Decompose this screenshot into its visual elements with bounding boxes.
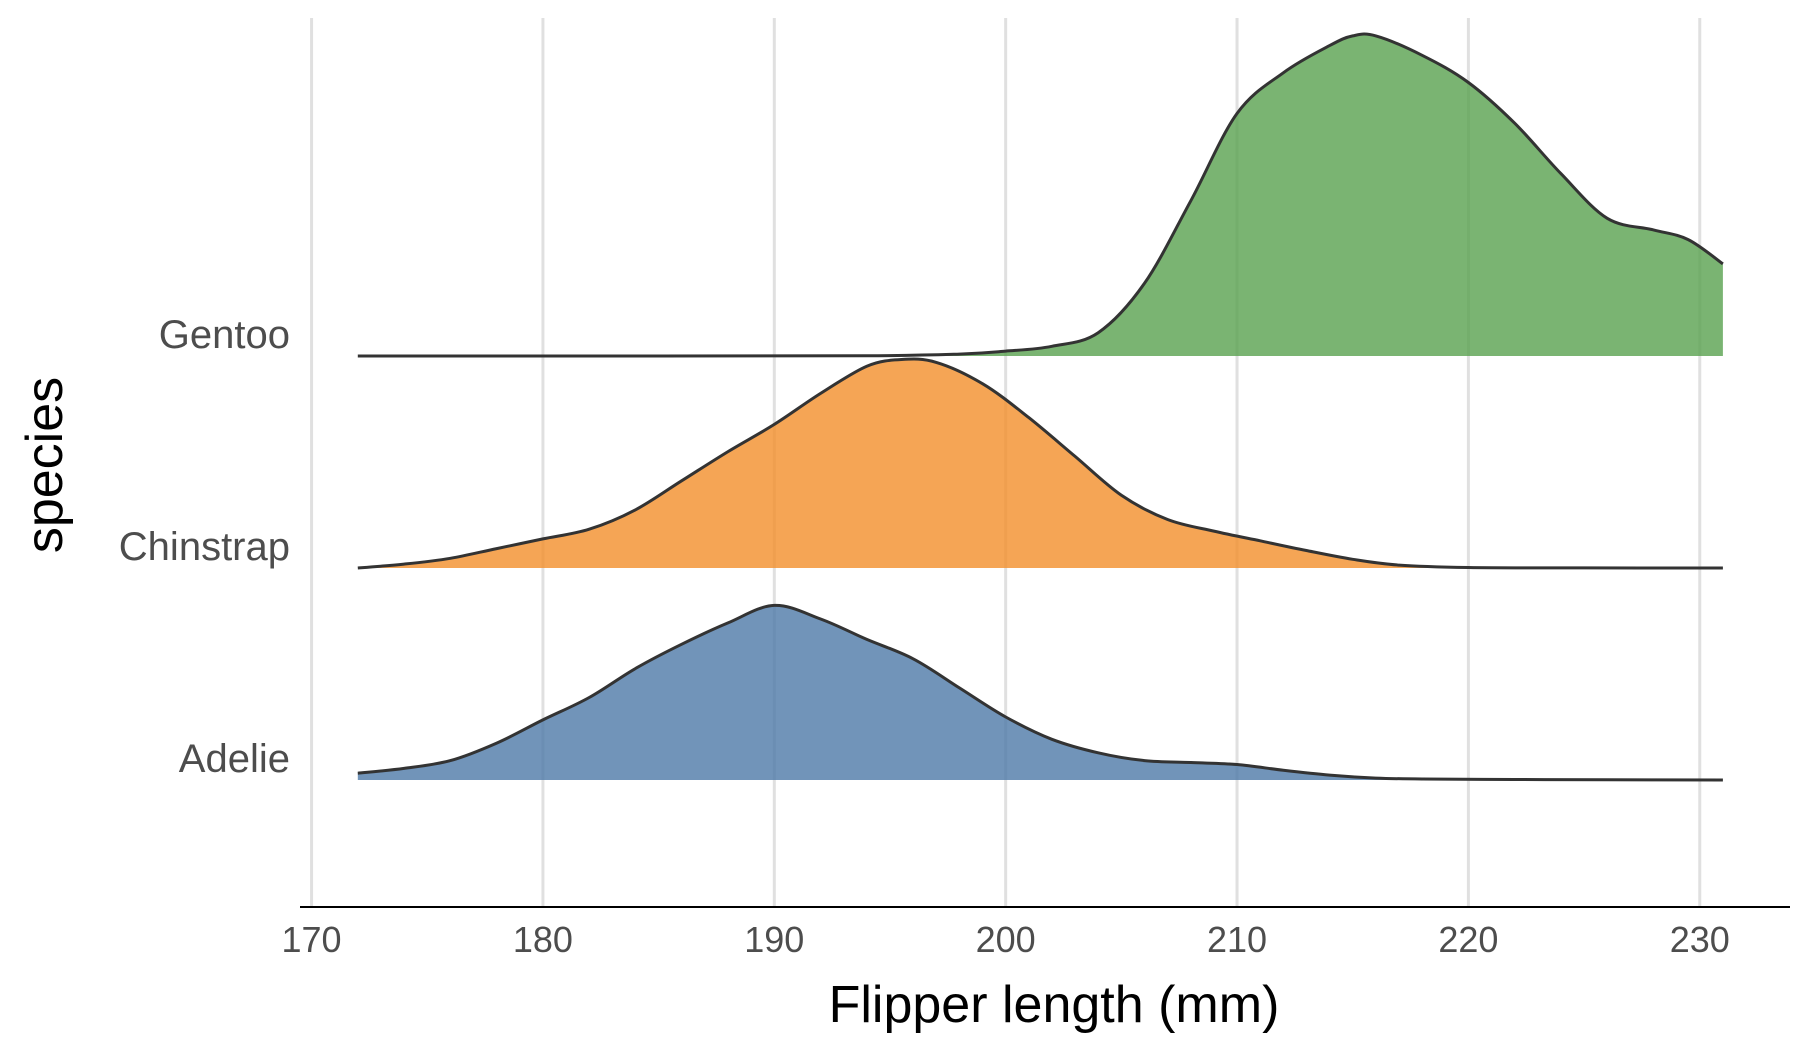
x-axis: 170 180 190 200 210 220 230: [282, 906, 1790, 960]
species-label-gentoo: Gentoo: [159, 313, 290, 357]
x-tick-label-210: 210: [1207, 919, 1267, 960]
x-tick-label-170: 170: [282, 919, 342, 960]
x-tick-label-190: 190: [744, 919, 804, 960]
x-tick-label-230: 230: [1670, 919, 1730, 960]
species-labels: Adelie Chinstrap Gentoo: [119, 313, 290, 781]
y-axis-title: species: [16, 377, 74, 553]
ridge-chinstrap: [357, 357, 1723, 570]
ridge-area-adelie: [357, 605, 1723, 780]
x-axis-title: Flipper length (mm): [829, 976, 1280, 1034]
ridge-area-gentoo: [357, 34, 1723, 357]
species-label-adelie: Adelie: [179, 737, 290, 781]
species-label-chinstrap: Chinstrap: [119, 525, 290, 569]
ridge-outline-chinstrap: [357, 357, 1723, 570]
x-tick-label-220: 220: [1438, 919, 1498, 960]
ridge-outline-gentoo: [357, 32, 1724, 358]
ridge-area-chinstrap: [357, 359, 1723, 568]
ridge-outline-adelie: [357, 603, 1723, 782]
x-tick-label-180: 180: [513, 919, 573, 960]
ridge-gentoo: [357, 32, 1724, 358]
x-tick-label-200: 200: [976, 919, 1036, 960]
density-ridges: [357, 32, 1724, 782]
ridge-adelie: [357, 603, 1723, 782]
